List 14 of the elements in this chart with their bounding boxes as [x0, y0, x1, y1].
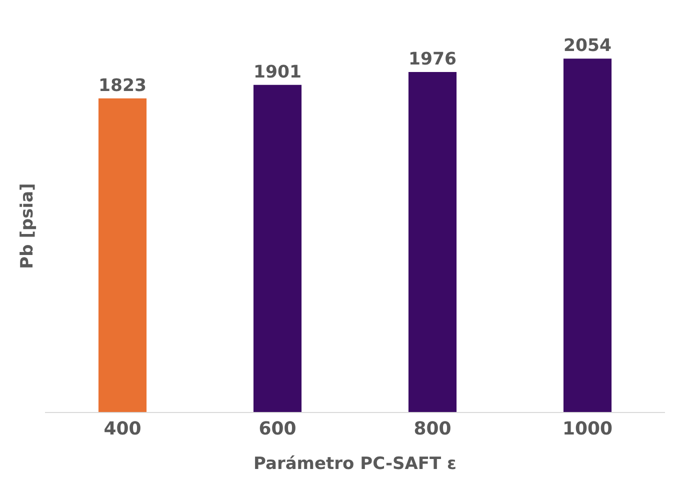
data-label: 1976: [408, 49, 457, 70]
y-axis-title: Pb [psia]: [18, 183, 38, 269]
data-label: 2054: [563, 36, 612, 56]
x-tick-label: 600: [258, 418, 296, 440]
bar: [253, 84, 302, 412]
data-label: 1901: [253, 62, 302, 82]
bar: [408, 72, 457, 412]
x-tick-label: 400: [104, 418, 142, 440]
bar: [563, 58, 612, 412]
x-tick-label: 800: [414, 418, 452, 440]
data-label: 1823: [98, 76, 147, 96]
x-axis-title: Parámetro PC-SAFT ε: [253, 454, 457, 474]
bar: [98, 98, 147, 412]
x-tick-label: 1000: [562, 418, 613, 440]
